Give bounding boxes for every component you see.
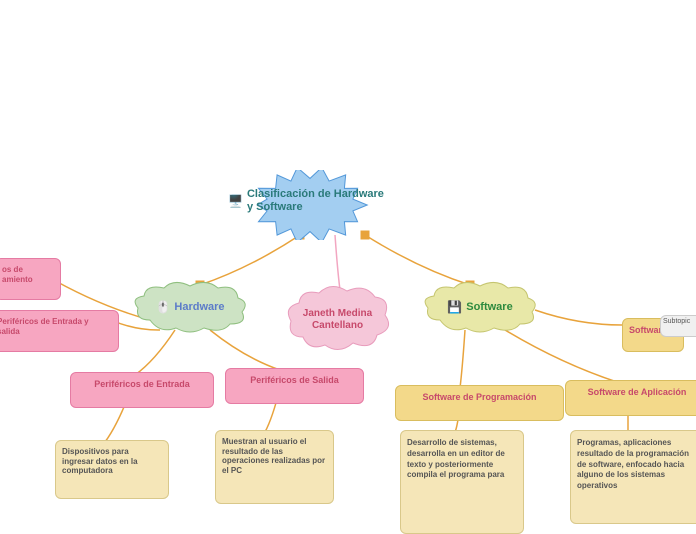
computer-icon: 🖥️ — [228, 194, 243, 208]
subtopic-box[interactable]: Subtopic — [660, 315, 696, 337]
sw-app-box[interactable]: Software de Aplicación — [565, 380, 696, 416]
perif-es-label2: salida — [0, 327, 112, 337]
disk-icon: 💾 — [447, 300, 462, 314]
almacen-label2: amiento — [2, 275, 54, 285]
desarrollo-label: Desarrollo de sistemas, desarrolla en un… — [407, 438, 505, 479]
disp-ingresar-label: Dispositivos para ingresar datos en la c… — [62, 447, 138, 475]
perif-entrada-box[interactable]: Periféricos de Entrada — [70, 372, 214, 408]
hardware-label: Hardware — [174, 301, 224, 314]
perif-entrada-label: Periféricos de Entrada — [94, 379, 190, 389]
sw-sys-label: Softwar — [629, 325, 662, 335]
subtopic-label: Subtopic — [663, 318, 690, 325]
almacen-label1: os de — [2, 265, 54, 275]
central-node[interactable]: 🖥️ Clasificación de Hardware y Software — [200, 170, 420, 240]
almacenamiento-box[interactable]: os de amiento — [0, 258, 61, 300]
programas-label: Programas, aplicaciones resultado de la … — [577, 438, 689, 490]
programas-box[interactable]: Programas, aplicaciones resultado de la … — [570, 430, 696, 524]
disp-ingresar-box[interactable]: Dispositivos para ingresar datos en la c… — [55, 440, 169, 499]
perif-es-label1: Periféricos de Entrada y — [0, 317, 112, 327]
sw-app-label: Software de Aplicación — [588, 387, 687, 397]
perif-salida-box[interactable]: Periféricos de Salida — [225, 368, 364, 404]
central-label: Clasificación de Hardware y Software — [247, 188, 392, 214]
author-node[interactable]: Janeth Medina Cantellano — [285, 285, 390, 355]
hardware-node[interactable]: 🖱️ Hardware — [130, 280, 250, 335]
author-label: Janeth Medina Cantellano — [298, 308, 378, 332]
software-node[interactable]: 💾 Software — [420, 280, 540, 335]
sw-prog-label: Software de Programación — [422, 392, 536, 402]
software-label: Software — [466, 301, 512, 314]
mouse-icon: 🖱️ — [155, 300, 170, 314]
perif-entrada-salida-box[interactable]: Periféricos de Entrada y salida — [0, 310, 119, 352]
muestran-label: Muestran al usuario el resultado de las … — [222, 437, 325, 475]
sw-prog-box[interactable]: Software de Programación — [395, 385, 564, 421]
desarrollo-box[interactable]: Desarrollo de sistemas, desarrolla en un… — [400, 430, 524, 534]
muestran-box[interactable]: Muestran al usuario el resultado de las … — [215, 430, 334, 504]
perif-salida-label: Periféricos de Salida — [250, 375, 339, 385]
